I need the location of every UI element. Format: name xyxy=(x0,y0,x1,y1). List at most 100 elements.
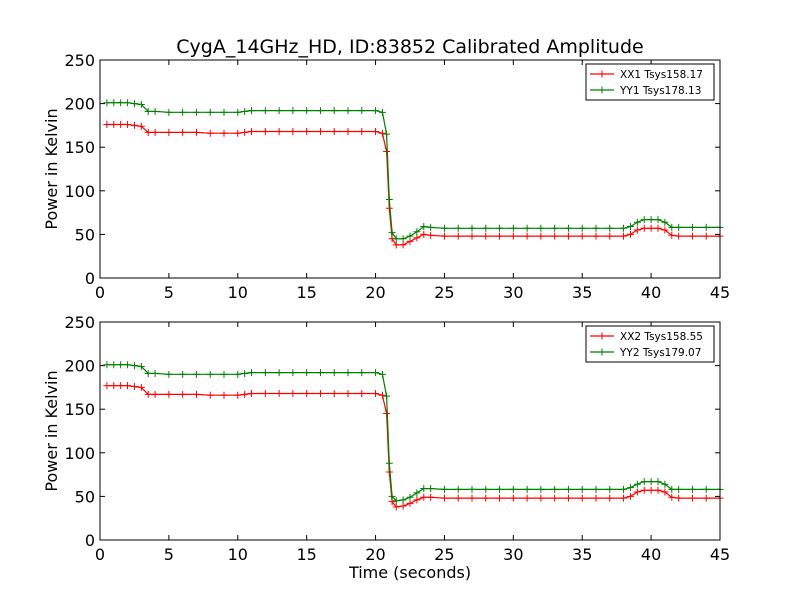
data-point xyxy=(261,390,269,398)
data-point xyxy=(385,196,393,204)
data-point xyxy=(454,485,462,493)
data-point xyxy=(151,107,159,115)
data-point xyxy=(440,485,448,493)
data-point xyxy=(303,369,311,377)
data-point xyxy=(110,99,118,107)
legend-box xyxy=(585,325,715,363)
data-point xyxy=(647,478,655,486)
data-point xyxy=(668,485,676,493)
data-point xyxy=(110,382,118,390)
data-point xyxy=(192,128,200,136)
data-point xyxy=(124,382,132,390)
data-point xyxy=(151,369,159,377)
data-point xyxy=(275,369,283,377)
data-point xyxy=(413,489,421,497)
x-tick-label: 35 xyxy=(572,545,592,564)
data-point xyxy=(344,128,352,136)
data-point xyxy=(537,232,545,240)
data-point xyxy=(241,390,249,398)
data-point xyxy=(151,128,159,136)
data-point xyxy=(220,129,228,137)
data-point xyxy=(620,494,628,502)
data-point xyxy=(640,216,648,224)
data-point xyxy=(688,232,696,240)
data-point xyxy=(606,494,614,502)
data-point xyxy=(344,107,352,115)
data-point xyxy=(668,231,676,239)
data-point xyxy=(647,216,655,224)
x-tick-label: 45 xyxy=(710,545,730,564)
data-point xyxy=(220,108,228,116)
data-point xyxy=(509,224,517,232)
data-point xyxy=(117,361,125,369)
data-point xyxy=(316,128,324,136)
data-point xyxy=(206,370,214,378)
data-point xyxy=(103,361,111,369)
data-point xyxy=(378,370,386,378)
data-point xyxy=(206,391,214,399)
data-point xyxy=(234,108,242,116)
data-point xyxy=(406,232,414,240)
data-point xyxy=(468,232,476,240)
x-tick-label: 10 xyxy=(228,283,248,302)
data-point xyxy=(392,235,400,243)
legend: XX2 Tsys158.55 YY2 Tsys179.07 xyxy=(585,325,715,363)
data-point xyxy=(330,390,338,398)
data-point xyxy=(383,148,391,156)
data-point xyxy=(344,390,352,398)
y-tick-label: 150 xyxy=(64,138,95,157)
data-point xyxy=(137,383,145,391)
plot-frame xyxy=(99,59,721,279)
top-panel: 0 5 10 15 20 25 30 35 40 45 0 50 100 150 200 250 Power i… xyxy=(42,51,730,302)
data-point xyxy=(620,232,628,240)
data-point xyxy=(275,107,283,115)
data-point xyxy=(137,362,145,370)
data-point xyxy=(372,107,380,115)
data-point xyxy=(137,122,145,130)
data-point xyxy=(661,218,669,226)
data-point xyxy=(654,478,662,486)
y-tick-label: 0 xyxy=(85,531,95,550)
data-point xyxy=(564,232,572,240)
data-point xyxy=(688,223,696,231)
x-tick-label: 25 xyxy=(434,283,454,302)
data-point xyxy=(392,497,400,505)
data-point xyxy=(633,488,641,496)
y-tick-label: 150 xyxy=(64,400,95,419)
data-point xyxy=(330,128,338,136)
x-tick-label: 5 xyxy=(164,283,174,302)
data-point xyxy=(578,224,586,232)
data-point xyxy=(551,485,559,493)
data-point xyxy=(454,232,462,240)
data-point xyxy=(406,499,414,507)
data-point xyxy=(378,108,386,116)
data-point xyxy=(192,108,200,116)
data-point xyxy=(626,223,634,231)
data-point xyxy=(661,226,669,234)
data-point xyxy=(330,107,338,115)
data-point xyxy=(316,390,324,398)
data-point xyxy=(606,232,614,240)
y-axis-label: Power in Kelvin xyxy=(42,370,61,491)
x-tick-label: 20 xyxy=(365,283,385,302)
x-tick-label: 25 xyxy=(434,545,454,564)
y-tick-label: 100 xyxy=(64,444,95,463)
data-point xyxy=(124,121,132,129)
y-tick-label: 250 xyxy=(64,51,95,70)
data-point xyxy=(248,128,256,136)
data-point xyxy=(165,108,173,116)
data-point xyxy=(220,391,228,399)
data-point xyxy=(275,390,283,398)
data-point xyxy=(124,361,132,369)
x-tick-label: 15 xyxy=(296,545,316,564)
data-point xyxy=(482,485,490,493)
data-point xyxy=(234,370,242,378)
data-point xyxy=(234,391,242,399)
data-point xyxy=(261,128,269,136)
data-point xyxy=(633,218,641,226)
data-point xyxy=(420,485,428,493)
data-point xyxy=(316,107,324,115)
data-point xyxy=(620,485,628,493)
data-point xyxy=(454,224,462,232)
x-tick-label: 0 xyxy=(95,545,105,564)
